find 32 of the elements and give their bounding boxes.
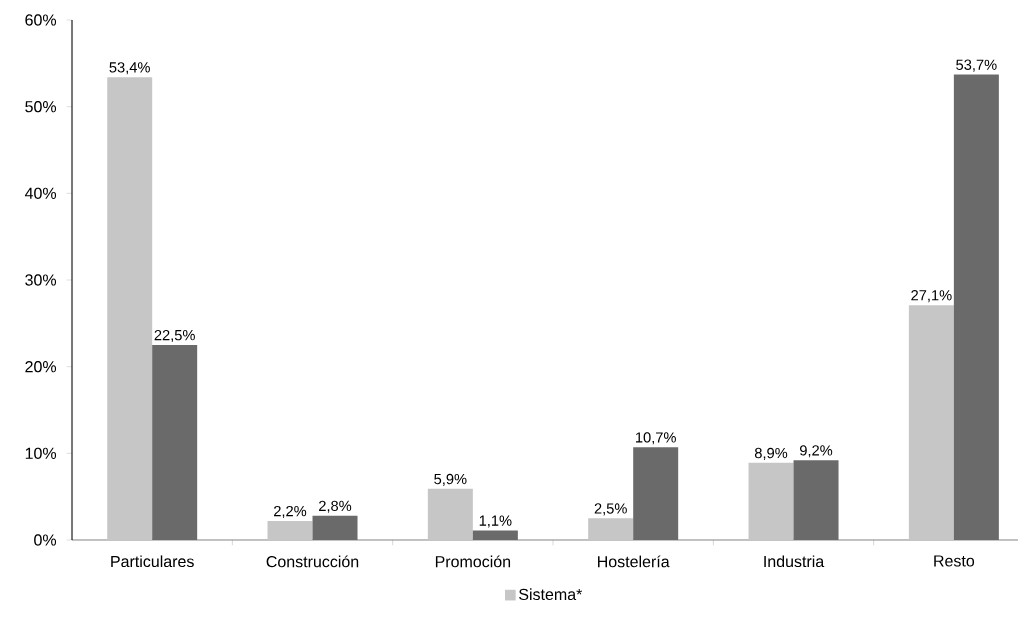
x-tick-label: Resto xyxy=(934,555,975,567)
legend-label: Sistema* xyxy=(519,588,583,601)
data-label: 2,2% xyxy=(274,505,307,519)
y-tick-label: 0% xyxy=(34,534,57,546)
data-label: 2,8% xyxy=(319,500,352,513)
y-tick-label: 60% xyxy=(25,14,57,26)
data-label: 5,9% xyxy=(434,473,467,486)
y-tick-label: 20% xyxy=(25,361,57,373)
y-tick-label: 50% xyxy=(25,101,57,113)
bar xyxy=(588,518,634,540)
bar xyxy=(267,520,313,540)
data-label: 8,9% xyxy=(754,447,788,460)
data-label: 1,1% xyxy=(479,515,512,528)
data-label: 53,4% xyxy=(109,62,150,75)
data-label: 9,2% xyxy=(800,445,833,458)
bar xyxy=(427,488,473,540)
x-tick-label: Industria xyxy=(764,555,825,568)
data-label: 10,7% xyxy=(636,432,676,445)
y-tick-label: 40% xyxy=(24,187,57,199)
bar xyxy=(107,77,153,540)
x-tick-label: Promoción xyxy=(435,555,511,568)
bar xyxy=(748,462,794,540)
data-label: 22,5% xyxy=(154,329,195,343)
y-tick-label: 10% xyxy=(25,447,57,459)
data-label: 53,7% xyxy=(956,59,997,72)
bar xyxy=(908,305,954,540)
x-tick-label: Construcción xyxy=(266,555,359,568)
x-tick-label: Hostelería xyxy=(598,555,670,568)
x-tick-label: Particulares xyxy=(111,555,194,568)
data-label: 2,5% xyxy=(594,503,627,516)
data-label: 27,1% xyxy=(911,290,952,303)
y-tick-label: 30% xyxy=(25,274,57,286)
